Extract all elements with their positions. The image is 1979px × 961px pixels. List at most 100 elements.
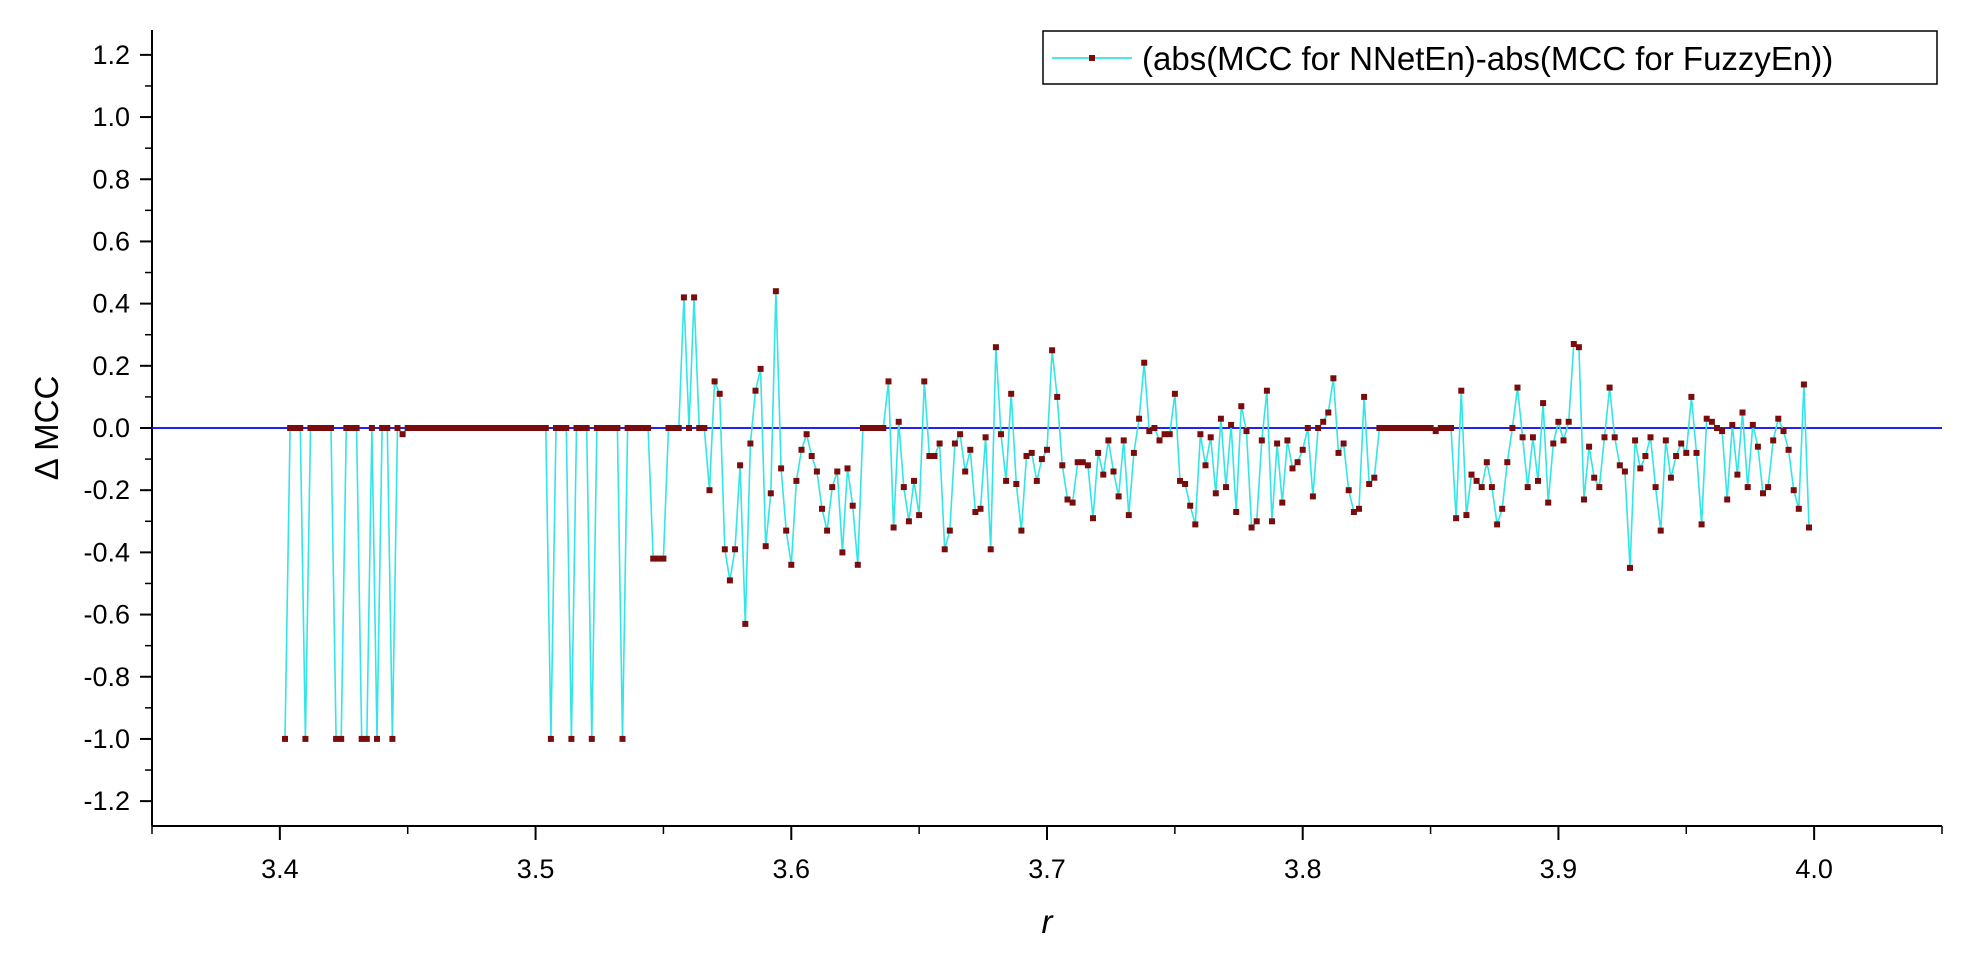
data-point [1049,347,1056,354]
data-point [1084,462,1091,469]
data-point [353,425,360,431]
data-point [358,735,365,742]
data-point [297,425,304,431]
data-point [1284,437,1291,444]
data-point [680,294,687,301]
data-point [389,735,396,742]
data-point [1197,431,1204,438]
data-point [1274,440,1281,447]
data-point [1453,515,1460,522]
data-point [1483,459,1490,466]
data-point [1473,477,1480,484]
data-point [757,365,764,372]
data-point [1217,415,1224,422]
data-point [762,543,769,550]
data-point [1202,462,1209,469]
data-point [1678,440,1685,447]
data-point [1514,384,1521,391]
data-point [1192,521,1199,528]
data-point [1611,434,1618,441]
data-point [992,344,999,351]
data-point [537,425,544,431]
data-point [1294,459,1301,466]
data-point [1330,375,1337,382]
data-point [1228,421,1235,428]
x-axis-title: r [1042,903,1055,940]
data-point [1478,484,1485,491]
data-point [1703,415,1710,422]
data-point [348,425,355,431]
data-point [1657,527,1664,534]
data-point [563,425,570,431]
data-point [394,425,401,431]
data-point [322,425,329,431]
data-point [1606,384,1613,391]
data-point [1698,521,1705,528]
data-point [670,425,677,431]
data-point [1289,465,1296,472]
data-point [532,425,539,431]
data-point [665,425,672,431]
data-point [1156,437,1163,444]
data-point [471,425,478,431]
data-point [399,431,406,438]
data-point [481,425,488,431]
data-point [711,378,718,385]
data-point [1146,428,1153,435]
data-point [1458,387,1465,394]
data-point [1509,425,1516,431]
data-point [1171,390,1178,397]
data-point [640,425,646,431]
data-point [1038,456,1045,463]
data-point [629,425,636,431]
data-point [1023,453,1030,459]
data-point [987,546,994,553]
data-point [900,484,907,491]
data-point [302,735,309,742]
x-axis: 3.4 3.5 3.6 3.7 3.8 3.9 4.0 [151,826,1943,884]
data-point [1125,512,1132,519]
data-point [1442,425,1449,431]
data-point [655,555,662,562]
data-point [895,418,902,425]
data-point [496,425,503,431]
data-point [604,425,611,431]
data-point [686,425,692,431]
data-point [1494,521,1501,528]
data-point [870,425,877,431]
data-point [1765,484,1772,491]
data-point [747,440,754,447]
data-point [834,468,841,475]
data-point [1396,425,1403,431]
data-point [1044,446,1050,453]
x-tick-label: 3.6 [773,854,811,884]
data-point [1714,425,1720,431]
data-point [645,425,652,431]
data-point [1386,425,1393,431]
data-point [593,425,600,431]
data-point [1417,425,1424,431]
data-point [619,735,626,742]
y-tick-label: 0.6 [92,226,130,256]
legend-label: (abs(MCC for NNetEn)-abs(MCC for FuzzyEn… [1142,40,1833,77]
data-point [1581,496,1587,503]
data-point [547,735,554,742]
data-point [517,425,524,431]
data-point [1136,415,1143,422]
y-tick-label: 0.8 [92,164,130,194]
y-tick-label: -0.8 [83,662,130,692]
data-point [675,425,682,431]
data-point [660,555,667,562]
data-point [573,425,580,431]
data-point [379,425,386,431]
data-point [767,490,774,497]
data-point [1662,437,1669,444]
data-point [1540,400,1547,407]
data-point [1263,387,1270,394]
data-point [1258,437,1265,444]
data-point [1754,443,1761,450]
y-tick-label: 1.2 [92,40,130,70]
data-point [1151,425,1158,431]
data-point [466,425,473,431]
data-point [1335,449,1342,456]
